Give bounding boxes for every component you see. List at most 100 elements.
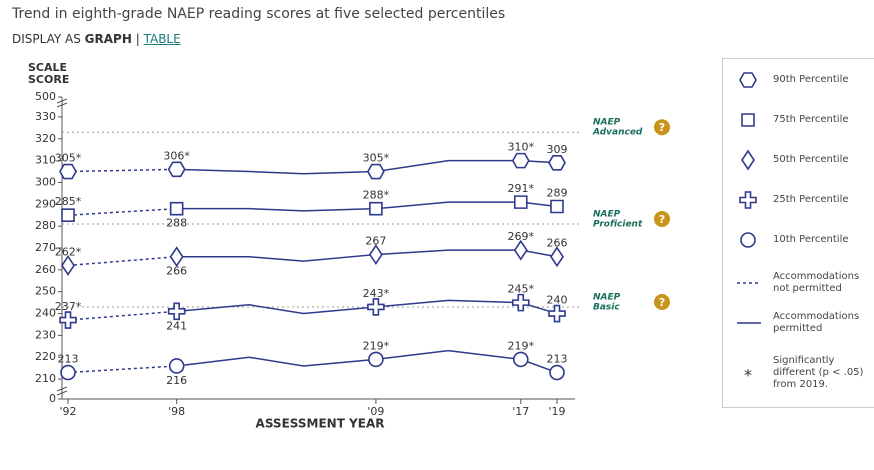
value-label: 269*: [508, 230, 535, 243]
value-label: 289: [547, 186, 568, 199]
line-not-permitted: [67, 255, 177, 267]
x-tick-label: '19: [548, 405, 565, 418]
value-label: 240: [547, 294, 568, 307]
legend-label: Accommodations not permitted: [773, 271, 860, 294]
help-icon: [654, 293, 670, 310]
x-tick-label: '17: [512, 405, 529, 418]
legend-label: 90th Percentile: [773, 74, 849, 85]
value-label: 219*: [363, 339, 390, 352]
help-icon-text: ?: [659, 296, 665, 309]
value-label: 216: [166, 374, 187, 387]
marker: [741, 113, 755, 127]
legend-label: 25th Percentile: [773, 194, 849, 205]
value-label: 243*: [363, 287, 390, 300]
y-axis-label: SCORE: [28, 73, 69, 86]
y-tick-label: 210: [35, 372, 56, 385]
legend-symbol: *: [744, 366, 752, 385]
marker: [61, 208, 75, 223]
marker: [512, 351, 529, 368]
marker: [511, 293, 530, 312]
marker: [368, 244, 383, 265]
help-icon: [654, 119, 670, 136]
reference-label: Proficient: [593, 219, 643, 229]
legend-icon: [739, 72, 757, 88]
y-tick-label: 220: [35, 350, 56, 363]
y-tick-label: 270: [35, 241, 56, 254]
value-label: 310*: [508, 141, 535, 154]
legend-item: 25th Percentile: [723, 189, 874, 211]
marker: [368, 351, 384, 368]
value-label: 309: [547, 143, 568, 156]
legend-item: 50th Percentile: [723, 149, 874, 171]
value-label: 306*: [163, 149, 190, 162]
line-permitted: [176, 349, 558, 374]
legend-item: Accommodations permitted: [723, 311, 874, 335]
line-permitted: [176, 201, 558, 212]
marker: [513, 239, 528, 261]
marker: [167, 161, 186, 178]
help-icon-text: ?: [659, 121, 665, 134]
legend-item: 90th Percentile: [723, 69, 874, 91]
legend-icon: [737, 282, 761, 284]
y-tick-label: 290: [35, 197, 56, 210]
title: Trend in eighth-grade NAEP reading score…: [12, 6, 506, 22]
y-tick-label: 330: [35, 110, 56, 123]
y-axis-label: SCALE: [28, 61, 67, 74]
line-not-permitted: [67, 310, 177, 321]
marker: [741, 149, 755, 171]
marker: [169, 246, 184, 268]
marker: [168, 358, 185, 374]
display-toggle: DISPLAY AS GRAPH | TABLE: [12, 32, 181, 46]
y-tick-label: 0: [49, 392, 56, 405]
marker: [59, 311, 77, 329]
legend-icon: [739, 191, 757, 209]
value-label: 288*: [363, 189, 390, 202]
y-tick-label: 260: [35, 263, 56, 276]
table-option[interactable]: TABLE: [143, 32, 181, 46]
reference-label: Advanced: [592, 128, 643, 138]
legend-item: 10th Percentile: [723, 229, 874, 251]
marker: [367, 298, 385, 316]
value-label: 237*: [55, 300, 82, 313]
legend-icon: [740, 232, 756, 248]
value-label: 266: [166, 265, 187, 278]
y-tick-label: 230: [35, 328, 56, 341]
legend-label: Significantly different (p < .05) from 2…: [773, 355, 864, 390]
y-tick-label: 240: [35, 307, 56, 320]
y-tick-label: 500: [35, 90, 56, 103]
display-as: DISPLAY AS: [12, 32, 81, 46]
legend-icon: [741, 113, 755, 127]
legend-label: 50th Percentile: [773, 154, 849, 165]
value-label: 291*: [508, 182, 535, 195]
axis-break: [56, 98, 68, 396]
value-label: 305*: [363, 152, 390, 165]
value-label: 266: [547, 237, 568, 250]
marker: [59, 163, 77, 180]
legend-label: Accommodations permitted: [773, 311, 860, 334]
legend-label: 10th Percentile: [773, 234, 849, 245]
value-label: 219*: [508, 339, 535, 352]
y-tick-label: 310: [35, 154, 56, 167]
value-label: 267: [365, 235, 386, 248]
x-tick-label: '92: [59, 405, 76, 418]
value-label: 213: [58, 353, 79, 366]
marker: [366, 163, 385, 180]
value-label: 245*: [508, 283, 535, 296]
legend-icon: [741, 149, 755, 171]
graph-option[interactable]: GRAPH: [84, 32, 132, 46]
separator: |: [135, 32, 140, 46]
marker: [511, 152, 530, 169]
value-label: 213: [547, 353, 568, 366]
marker: [60, 364, 76, 381]
value-label: 262*: [55, 245, 82, 258]
marker: [550, 199, 564, 214]
reference-label: Basic: [593, 302, 620, 312]
marker: [550, 246, 564, 268]
value-label: 241: [166, 319, 187, 332]
line-not-permitted: [67, 207, 177, 216]
legend: 90th Percentile 75th Percentile 50th Perce…: [722, 58, 874, 408]
legend-item: Accommodations not permitted: [723, 271, 874, 295]
help-icon-text: ?: [659, 213, 665, 226]
x-tick-label: '98: [168, 405, 185, 418]
